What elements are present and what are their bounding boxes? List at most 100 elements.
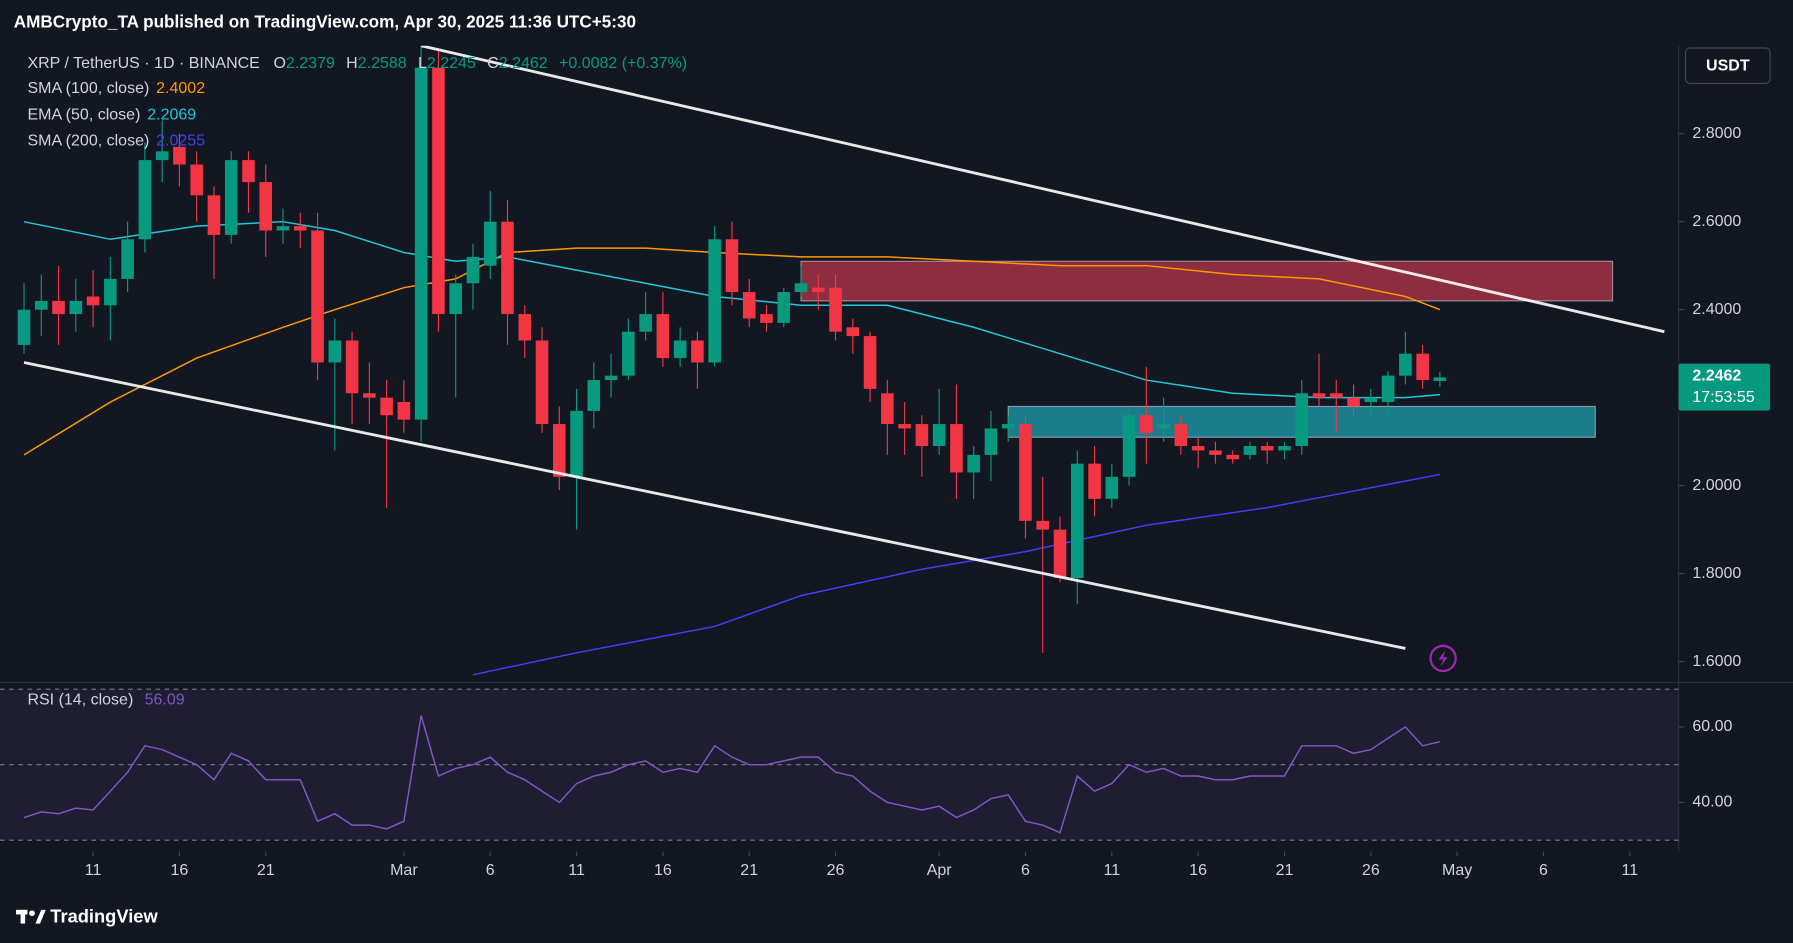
- x-tick-label: 21: [257, 862, 275, 879]
- candle-body: [863, 336, 877, 389]
- x-tick-label: 6: [1021, 862, 1030, 879]
- candle-body: [432, 67, 445, 315]
- trendline: [23, 361, 1406, 650]
- candle-body: [1226, 454, 1239, 460]
- candle-body: [967, 454, 980, 473]
- candle-body: [811, 287, 825, 293]
- candle-body: [104, 278, 117, 306]
- candle-body: [1260, 446, 1274, 451]
- brand-name: TradingView: [50, 906, 158, 927]
- candle-body: [1329, 393, 1343, 398]
- y-tick-label: 2.8000: [1692, 125, 1741, 142]
- candle-body: [1174, 424, 1188, 447]
- indicator-name: EMA (50, close): [27, 107, 140, 124]
- logo-part: [29, 910, 35, 917]
- candle-body: [708, 239, 721, 363]
- candle-body: [224, 160, 238, 235]
- main-pane: [17, 45, 1665, 676]
- axes: 2.80002.60002.40002.20002.00001.80001.60…: [85, 125, 1771, 879]
- indicator-name: SMA (100, close): [27, 80, 149, 97]
- x-tick-label: Mar: [390, 862, 418, 879]
- rsi-tick-label: 40.00: [1692, 794, 1732, 811]
- rsi-legend: RSI (14, close) 56.09: [27, 692, 184, 709]
- candle-body: [742, 292, 756, 319]
- candle-body: [881, 393, 894, 425]
- candle-body: [1122, 415, 1136, 477]
- rsi-name: RSI (14, close): [27, 692, 133, 709]
- candle-body: [242, 160, 255, 183]
- candle-body: [794, 283, 808, 293]
- candle-body: [1088, 463, 1101, 499]
- candle-body: [552, 424, 566, 477]
- candle-body: [725, 239, 739, 293]
- change: +0.0082 (+0.37%): [559, 55, 687, 72]
- candle-body: [86, 296, 100, 306]
- x-tick-label: 11: [85, 862, 102, 879]
- currency-box[interactable]: [1684, 47, 1771, 85]
- candle-body: [1036, 520, 1050, 530]
- candle-body: [190, 164, 203, 196]
- indicator-legend: SMA (200, close) 2.0255: [27, 133, 205, 150]
- candle-body: [673, 340, 687, 359]
- candle-body: [777, 292, 791, 323]
- x-tick-label: 26: [827, 862, 845, 879]
- candle-body: [293, 226, 307, 231]
- bar-countdown: 17:53:55: [1692, 389, 1754, 406]
- open-value: 2.2379: [286, 55, 335, 72]
- candle-body: [587, 380, 601, 411]
- candle-body: [622, 331, 635, 376]
- candle-body: [1416, 353, 1429, 381]
- indicator-line: [23, 220, 1440, 399]
- candle-body: [1364, 397, 1378, 403]
- candle-body: [138, 160, 152, 240]
- symbol-legend: XRP / TetherUS · 1D · BINANCE O2.2379 H2…: [27, 55, 687, 72]
- rsi-tick-label: 60.00: [1692, 718, 1732, 735]
- publish-header: AMBCrypto_TA published on TradingView.co…: [14, 11, 636, 31]
- candle-body: [1243, 446, 1257, 455]
- candle-body: [311, 230, 324, 363]
- ohlc-letter: L: [418, 55, 427, 72]
- candle-body: [259, 182, 273, 231]
- indicator-value: 2.2069: [147, 107, 196, 124]
- rsi-value: 56.09: [145, 692, 185, 709]
- rsi-pane: [0, 688, 1679, 841]
- x-tick-label: May: [1442, 862, 1472, 879]
- candle-body: [121, 239, 134, 279]
- indicator-value: 2.4002: [156, 80, 205, 97]
- trendline: [420, 45, 1665, 334]
- candle-body: [1295, 393, 1309, 447]
- candle-body: [207, 195, 221, 235]
- candle-body: [518, 314, 532, 341]
- high-value: 2.2588: [358, 55, 407, 72]
- candle-body: [915, 424, 929, 447]
- candle-body: [604, 375, 618, 381]
- candle-body: [52, 300, 65, 315]
- logo-part: [35, 909, 46, 924]
- candle-body: [932, 424, 946, 447]
- price-zone: [800, 260, 1614, 302]
- candle-body: [1312, 393, 1326, 398]
- alert-icon[interactable]: [1429, 644, 1457, 673]
- y-tick-label: 2.6000: [1692, 213, 1741, 230]
- candle-body: [1278, 446, 1291, 451]
- last-price: 2.2462: [1692, 367, 1741, 384]
- candle-body: [17, 309, 31, 345]
- candle-body: [1347, 397, 1360, 407]
- candle-body: [691, 340, 704, 363]
- candle-body: [173, 146, 186, 165]
- candle-body: [950, 424, 963, 473]
- candle-body: [483, 221, 497, 266]
- candle-body: [449, 283, 462, 315]
- y-tick-label: 1.8000: [1692, 565, 1741, 582]
- x-tick-label: 11: [568, 862, 585, 879]
- candle-body: [276, 226, 290, 231]
- candle-body: [1381, 375, 1395, 403]
- x-tick-label: 6: [486, 862, 495, 879]
- candle-body: [501, 221, 514, 315]
- y-tick-label: 2.4000: [1692, 301, 1741, 318]
- candle-body: [69, 300, 83, 315]
- candle-body: [1105, 476, 1119, 499]
- candle-body: [1433, 377, 1447, 381]
